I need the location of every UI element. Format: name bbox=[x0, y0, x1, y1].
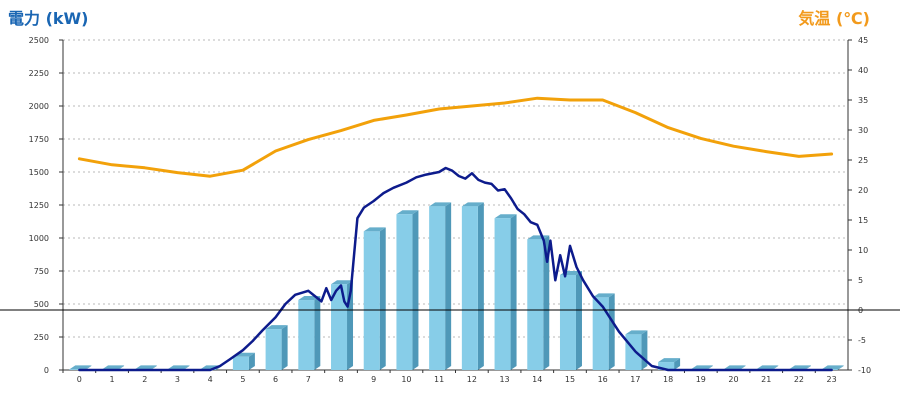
bar-side bbox=[510, 214, 517, 370]
x-tick-label: 17 bbox=[630, 375, 640, 384]
bar-top bbox=[167, 365, 190, 370]
right-tick-label: 15 bbox=[858, 216, 868, 225]
bar-side bbox=[575, 270, 582, 370]
bar-top bbox=[690, 365, 713, 370]
left-tick-label: 1500 bbox=[29, 168, 49, 177]
left-tick-label: 500 bbox=[34, 300, 49, 309]
bar bbox=[265, 329, 282, 370]
x-tick-label: 3 bbox=[175, 375, 180, 384]
bar bbox=[461, 206, 478, 370]
power-line bbox=[78, 166, 833, 372]
bar-top bbox=[363, 227, 386, 232]
right-tick-label: -5 bbox=[858, 336, 866, 345]
right-tick-label: 20 bbox=[858, 186, 868, 195]
bar bbox=[658, 362, 675, 370]
bar-top bbox=[821, 365, 844, 370]
x-tick-label: 7 bbox=[306, 375, 311, 384]
x-tick-label: 1 bbox=[110, 375, 115, 384]
bar-side bbox=[412, 210, 419, 370]
x-tick-label: 19 bbox=[696, 375, 706, 384]
bar-side bbox=[445, 202, 452, 370]
x-tick-label: 0 bbox=[77, 375, 82, 384]
left-tick-label: 2500 bbox=[29, 36, 49, 45]
left-tick-label: 2000 bbox=[29, 102, 49, 111]
bar-top bbox=[331, 280, 354, 285]
bar-side bbox=[314, 296, 321, 370]
bar-top bbox=[69, 365, 92, 370]
x-tick-label: 18 bbox=[663, 375, 673, 384]
right-tick-label: 10 bbox=[858, 246, 868, 255]
bar-side bbox=[379, 227, 386, 370]
bar-side bbox=[641, 330, 648, 370]
x-tick-label: 2 bbox=[142, 375, 147, 384]
x-tick-label: 16 bbox=[598, 375, 608, 384]
right-tick-label: 5 bbox=[858, 276, 863, 285]
x-tick-label: 23 bbox=[827, 375, 837, 384]
bar bbox=[625, 334, 642, 370]
right-tick-label: -10 bbox=[858, 366, 871, 375]
bar bbox=[331, 284, 348, 370]
left-tick-label: 750 bbox=[34, 267, 49, 276]
left-tick-label: 1750 bbox=[29, 135, 49, 144]
x-tick-label: 12 bbox=[467, 375, 477, 384]
bar-top bbox=[102, 365, 125, 370]
left-tick-label: 1000 bbox=[29, 234, 49, 243]
x-tick-label: 13 bbox=[499, 375, 509, 384]
bar bbox=[527, 239, 544, 370]
x-tick-label: 11 bbox=[434, 375, 444, 384]
bar-top bbox=[756, 365, 779, 370]
left-tick-label: 0 bbox=[44, 366, 49, 375]
bar bbox=[559, 274, 576, 370]
bar bbox=[494, 218, 511, 370]
right-tick-label: 30 bbox=[858, 126, 868, 135]
x-tick-label: 15 bbox=[565, 375, 575, 384]
left-tick-label: 1250 bbox=[29, 201, 49, 210]
left-axis-title: 電力 (kW) bbox=[8, 9, 89, 28]
bar bbox=[429, 206, 446, 370]
x-tick-label: 8 bbox=[338, 375, 343, 384]
bar-side bbox=[608, 293, 615, 370]
x-tick-label: 10 bbox=[401, 375, 411, 384]
x-tick-label: 4 bbox=[208, 375, 213, 384]
x-tick-label: 20 bbox=[728, 375, 738, 384]
x-tick-label: 9 bbox=[371, 375, 376, 384]
right-tick-label: 40 bbox=[858, 66, 868, 75]
right-tick-label: 45 bbox=[858, 36, 868, 45]
left-tick-label: 250 bbox=[34, 333, 49, 342]
bar-side bbox=[281, 325, 288, 370]
bar-top bbox=[723, 365, 746, 370]
bar bbox=[592, 297, 609, 370]
bar-top bbox=[592, 293, 615, 298]
right-tick-label: 25 bbox=[858, 156, 868, 165]
bar-side bbox=[543, 235, 550, 370]
x-tick-label: 21 bbox=[761, 375, 771, 384]
bar-top bbox=[265, 325, 288, 330]
bar bbox=[232, 356, 249, 370]
temperature-line bbox=[77, 96, 834, 178]
bar-top bbox=[396, 210, 419, 215]
x-tick-label: 6 bbox=[273, 375, 278, 384]
bar bbox=[363, 231, 380, 370]
x-tick-label: 14 bbox=[532, 375, 542, 384]
x-tick-label: 5 bbox=[240, 375, 245, 384]
left-tick-label: 2250 bbox=[29, 69, 49, 78]
bar bbox=[396, 214, 413, 370]
x-tick-label: 22 bbox=[794, 375, 804, 384]
bar-top bbox=[429, 202, 452, 207]
bar-side bbox=[837, 365, 844, 370]
bar-top bbox=[658, 358, 681, 363]
bar bbox=[298, 300, 315, 370]
right-tick-label: 35 bbox=[858, 96, 868, 105]
bar-side bbox=[248, 352, 255, 370]
bar-top bbox=[461, 202, 484, 207]
bar-top bbox=[625, 330, 648, 335]
bar-top bbox=[494, 214, 517, 219]
bar bbox=[69, 369, 86, 370]
bar-top bbox=[134, 365, 157, 370]
bar-side bbox=[477, 202, 484, 370]
bar-side bbox=[674, 358, 681, 370]
bar-top bbox=[788, 365, 811, 370]
right-axis-title: 気温 (℃) bbox=[798, 9, 870, 28]
